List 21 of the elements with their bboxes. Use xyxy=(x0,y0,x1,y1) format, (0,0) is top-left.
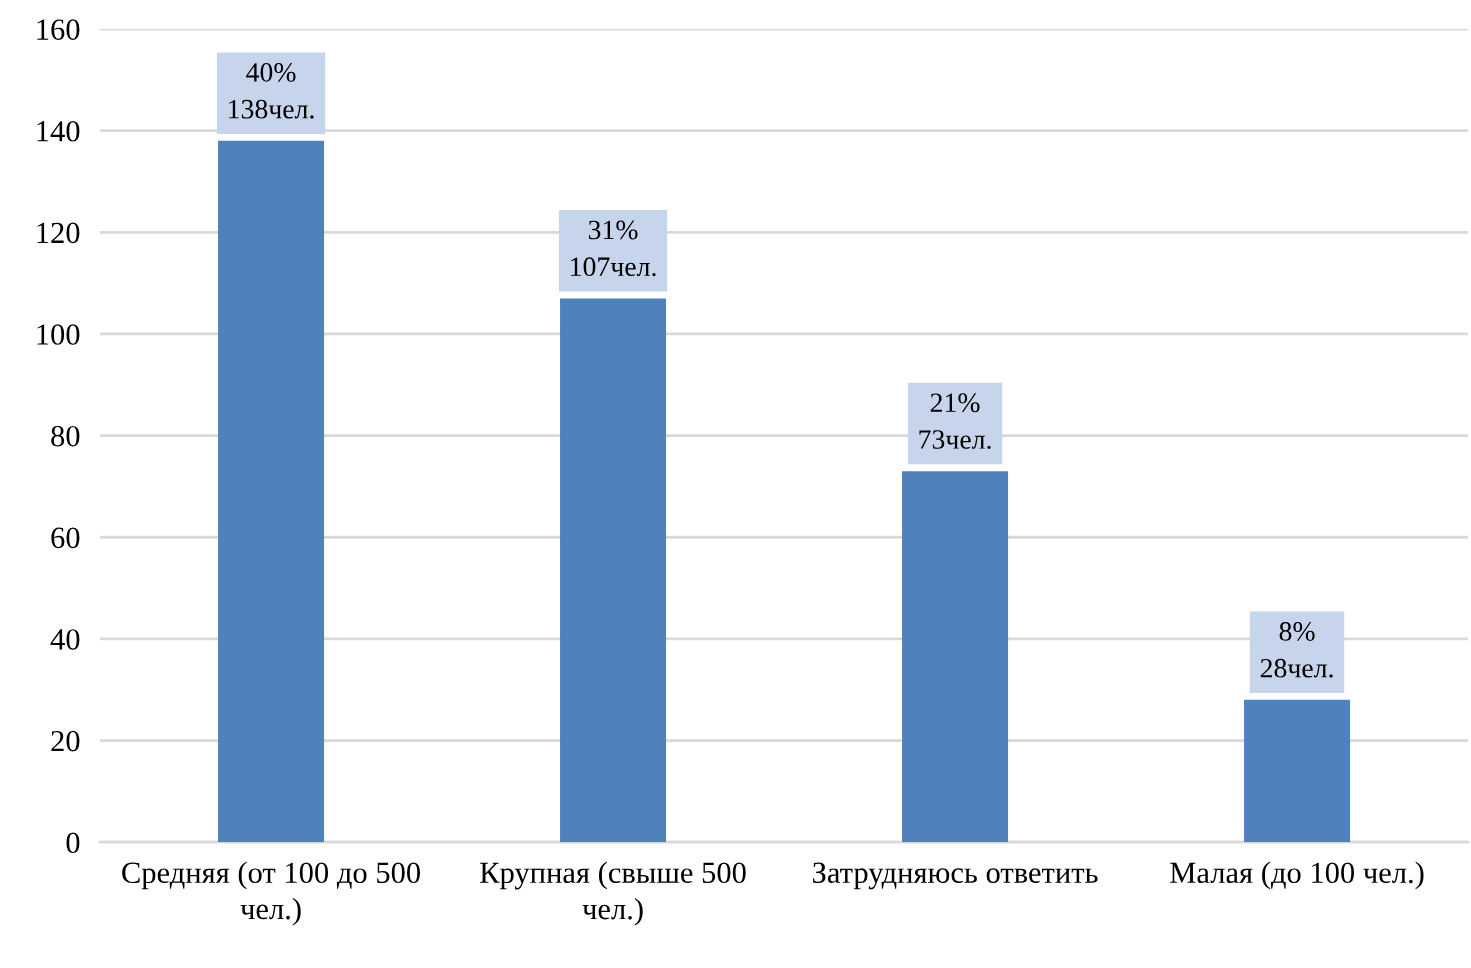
y-tick-label: 60 xyxy=(51,527,80,549)
bar xyxy=(902,471,1009,843)
bar xyxy=(1244,699,1351,843)
data-label: 31% 107чел. xyxy=(571,220,656,277)
y-tick-label: 100 xyxy=(37,324,80,345)
data-label: 8% 28чел. xyxy=(1260,622,1333,678)
x-tick-label: Крупная (свыше 500 чел.) xyxy=(480,861,746,926)
y-tick-label: 160 xyxy=(37,19,80,40)
y-tick-label: 40 xyxy=(50,629,80,650)
x-tick-label: Средняя (от 100 до 500 чел.) xyxy=(122,861,420,926)
y-tick-label: 80 xyxy=(51,425,80,447)
x-tick-label: Затрудняюсь ответить xyxy=(813,862,1098,890)
y-tick-label: 20 xyxy=(51,730,80,752)
bar xyxy=(560,298,667,843)
bar xyxy=(218,140,325,843)
y-tick-label: 120 xyxy=(37,222,80,244)
data-label: 40% 138чел. xyxy=(229,63,314,119)
y-tick-label: 140 xyxy=(37,120,80,142)
x-tick-label: Малая (до 100 чел.) xyxy=(1170,861,1424,890)
data-label: 21% 73чел. xyxy=(919,393,991,449)
y-tick-label: 0 xyxy=(66,832,80,854)
